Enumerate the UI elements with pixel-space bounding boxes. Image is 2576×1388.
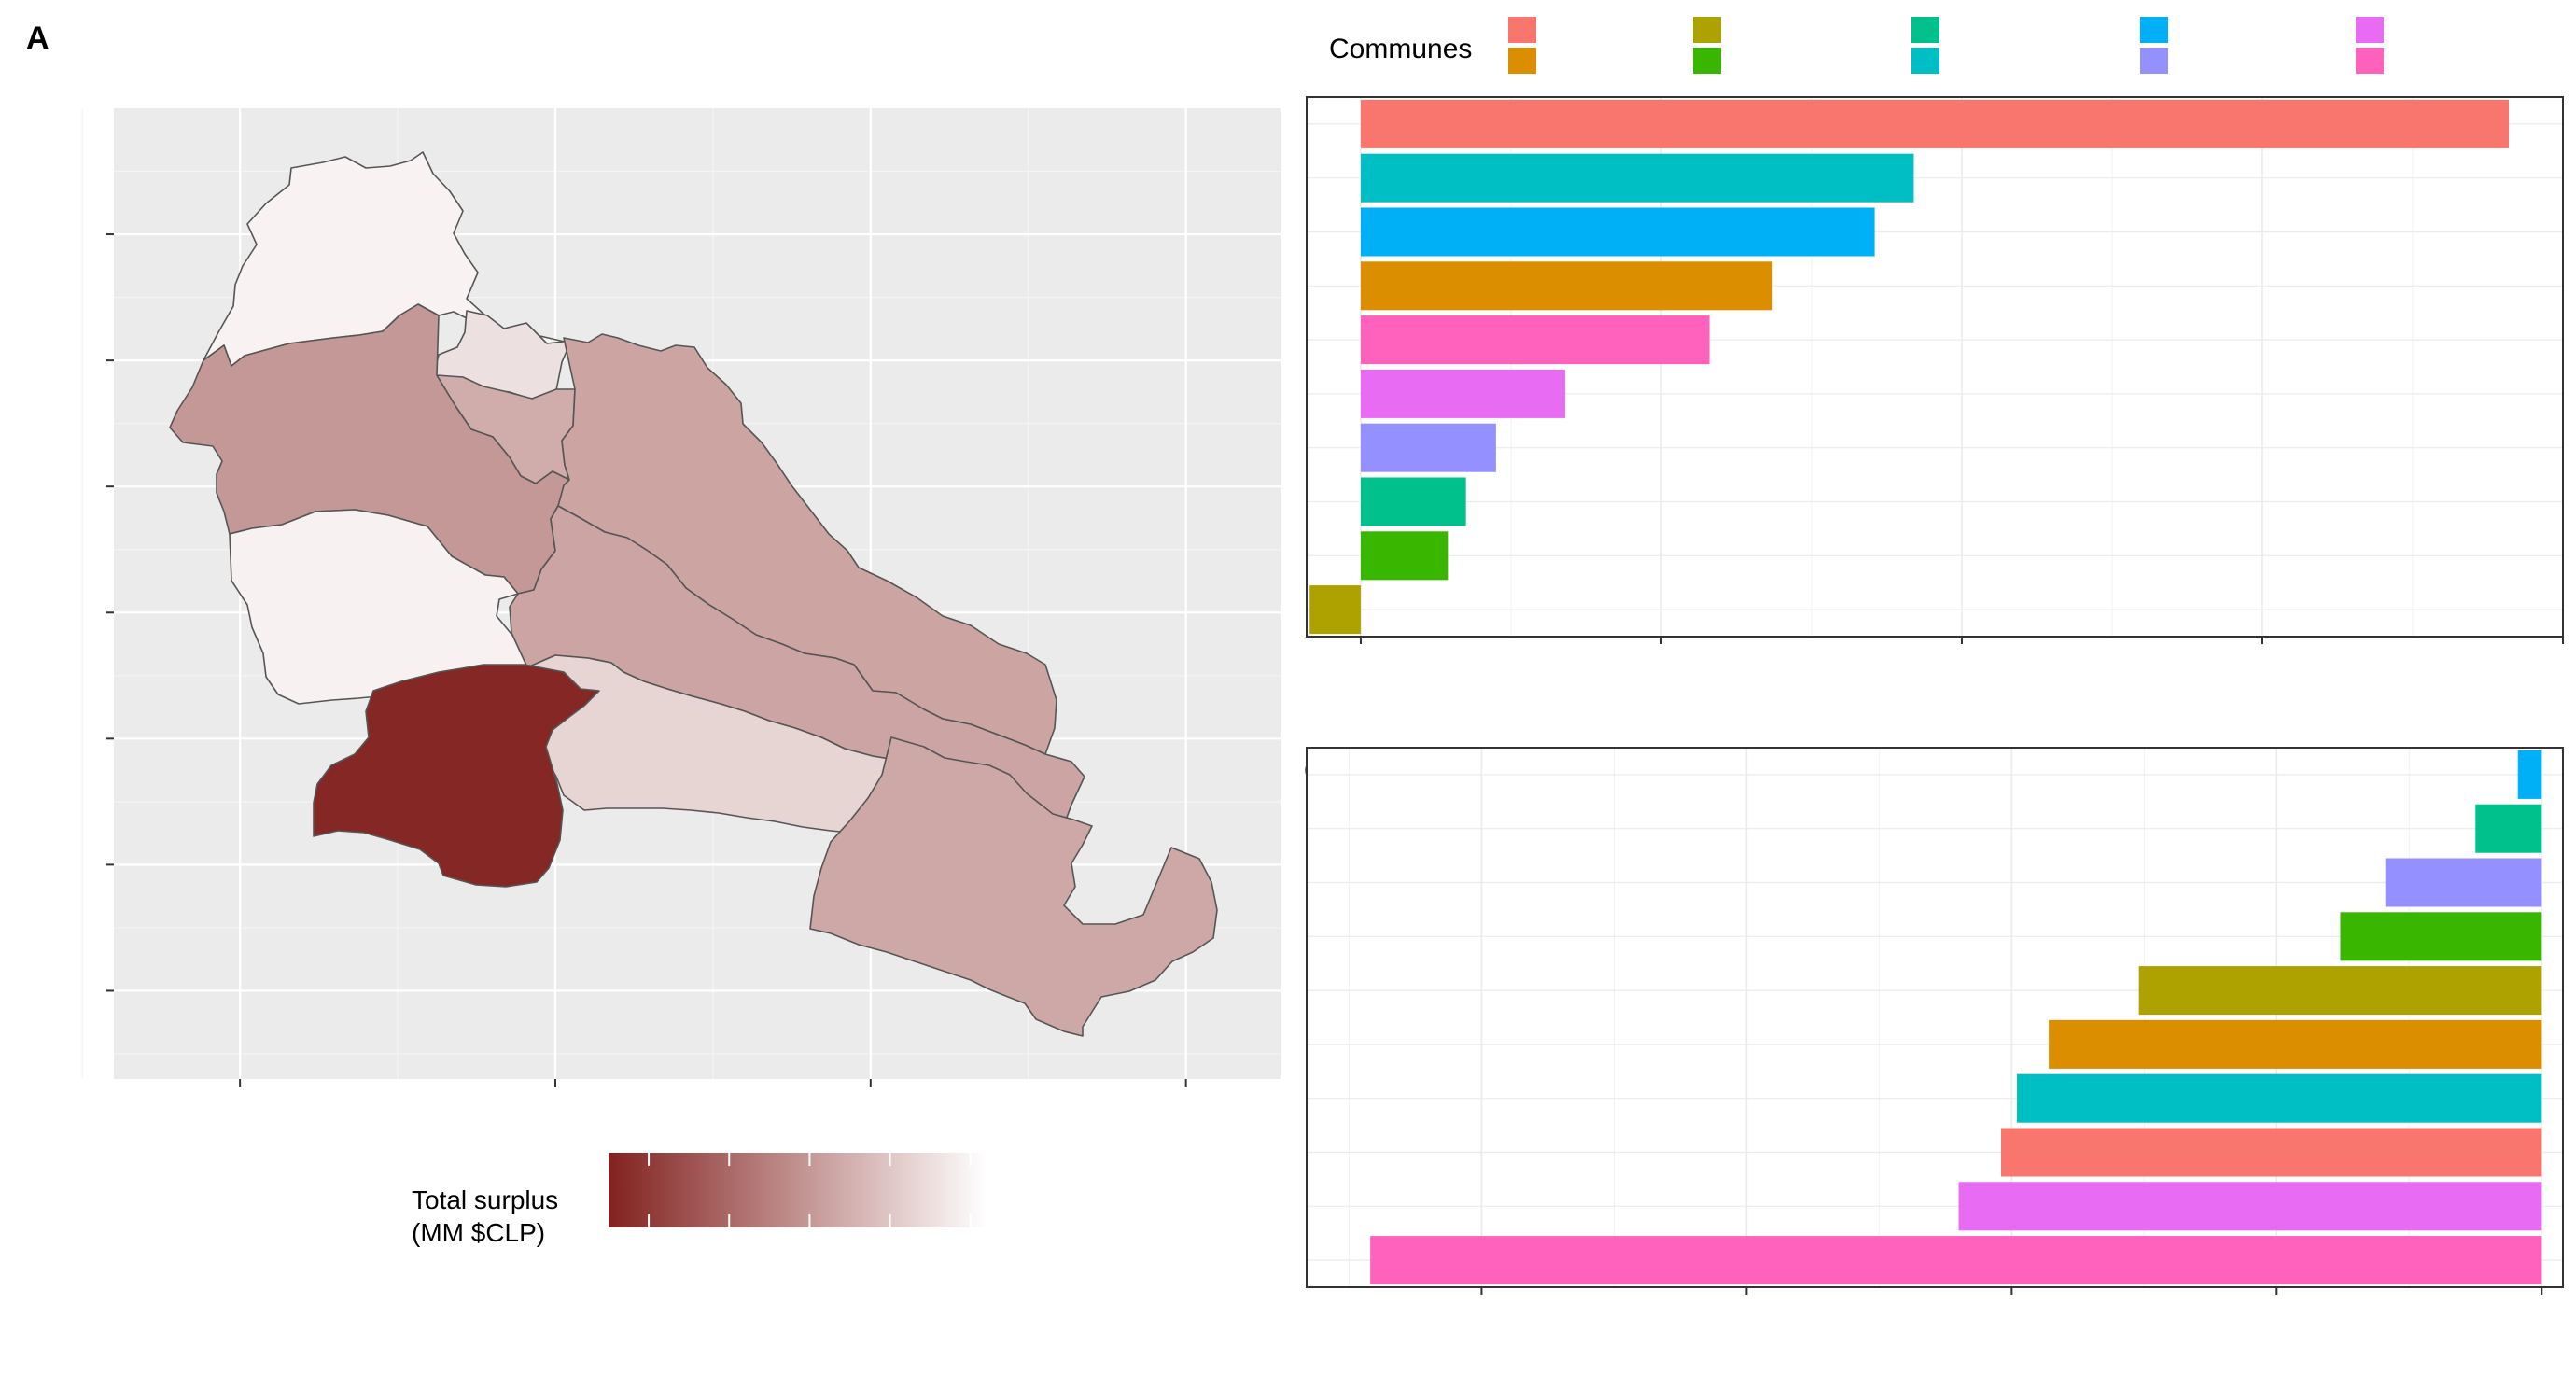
- map-x-axis-ticks: [239, 1079, 1187, 1087]
- legend-swatch-traiguen: [2356, 48, 2384, 74]
- consumer-surplus-bar-collipulli: [1360, 261, 1773, 311]
- map-panel: Total surplus (MM $CLP): [81, 108, 1281, 1247]
- communes-legend: Communes: [1329, 17, 2384, 74]
- agricultural-income-bar-nacimiento: [2517, 750, 2542, 799]
- fill-legend-ticks: [648, 1153, 972, 1227]
- legend-swatch-mulchen: [1911, 48, 1939, 74]
- fill-legend-title-line1: Total surplus: [412, 1185, 558, 1214]
- legend-swatch-angol: [1508, 17, 1536, 43]
- legend-swatch-renaico: [2356, 17, 2384, 43]
- agricultural-income-plot-border: [1306, 747, 2564, 1288]
- map-communes: [169, 151, 1218, 1037]
- agricultural-income-chart: [1306, 747, 2564, 1295]
- commune-traiguen-region: [313, 664, 600, 888]
- consumer-surplus-bar-negrete: [1360, 423, 1496, 472]
- legend-swatch-collipulli: [1508, 48, 1536, 74]
- consumer-surplus-bar-ercilla: [1360, 531, 1449, 581]
- agricultural-income-bar-traiguen: [1370, 1236, 2542, 1285]
- consumer-surplus-bar-nacimiento: [1360, 207, 1875, 257]
- fill-legend-title-line2: (MM $CLP): [412, 1218, 545, 1247]
- map-y-axis-ticks: [106, 233, 114, 992]
- consumer-surplus-bar-renaico: [1360, 369, 1565, 418]
- agricultural-income-bar-curacautin: [2138, 966, 2542, 1016]
- fill-legend-colorbar: [609, 1153, 987, 1227]
- agricultural-income-bar-renaico: [1958, 1182, 2542, 1231]
- legend-swatch-nacimiento: [2140, 17, 2168, 43]
- consumer-surplus-bar-traiguen: [1360, 315, 1710, 365]
- consumer-surplus-plot-border: [1306, 96, 2564, 638]
- communes-legend-title: Communes: [1329, 34, 1472, 64]
- legend-swatch-los-sauces: [1911, 17, 1939, 43]
- agricultural-income-bar-angol: [2000, 1128, 2542, 1177]
- legend-swatch-negrete: [2140, 48, 2168, 74]
- consumer-surplus-bar-angol: [1360, 99, 2510, 148]
- legend-swatch-ercilla: [1693, 48, 1721, 74]
- agricultural-income-bar-ercilla: [2340, 912, 2542, 961]
- commune-curacautin-region: [809, 736, 1218, 1037]
- agricultural-income-bar-negrete: [2385, 858, 2542, 907]
- legend-swatch-curacautin: [1693, 17, 1721, 43]
- consumer-surplus-chart: [1306, 96, 2564, 644]
- consumer-surplus-bar-los-sauces: [1360, 477, 1466, 526]
- agricultural-income-bar-los-sauces: [2475, 804, 2542, 853]
- fill-legend: Total surplus (MM $CLP): [412, 1153, 987, 1247]
- agricultural-income-bar-mulchen: [2017, 1073, 2542, 1123]
- consumer-surplus-bar-mulchen: [1360, 153, 1914, 203]
- agricultural-income-bar-collipulli: [2049, 1019, 2542, 1069]
- consumer-surplus-bar-curacautin: [1309, 585, 1361, 635]
- panel-a-label: A: [26, 21, 49, 56]
